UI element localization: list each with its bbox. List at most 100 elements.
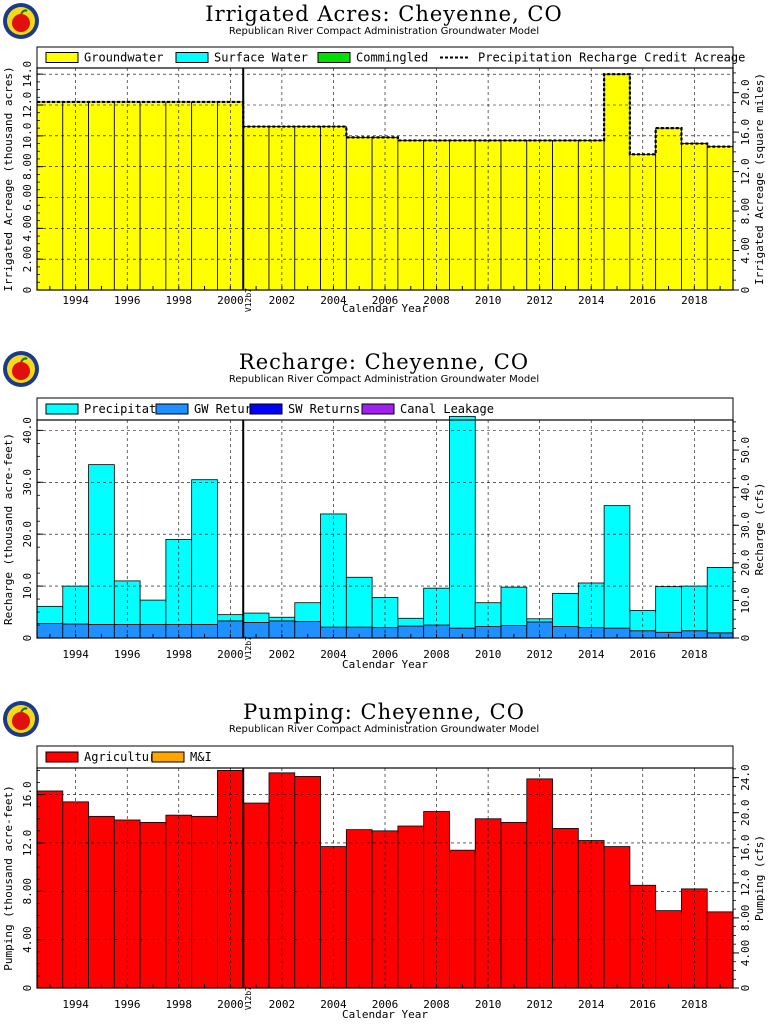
bar — [706, 567, 734, 634]
version-marker-label: V12b7 — [244, 636, 253, 660]
bar — [62, 585, 89, 625]
bar — [706, 911, 734, 989]
x-tick-label: 2014 — [578, 648, 605, 661]
bar — [629, 153, 657, 291]
y-tick-label: 20.0 — [21, 521, 34, 548]
y-tick-label: 14.0 — [21, 61, 34, 88]
irrigated-acres-panel: Irrigated Acres: Cheyenne, CO Republican… — [0, 0, 768, 342]
bar — [655, 586, 682, 633]
bar — [242, 802, 270, 989]
legend-label: GW Returns — [194, 402, 266, 416]
y2-axis-label: Recharge (cfs) — [753, 483, 766, 576]
y2-tick-label: 20.0 — [739, 799, 752, 826]
y2-tick-label: 12.0 — [739, 870, 752, 897]
bar — [345, 136, 373, 291]
legend-swatch — [45, 403, 79, 415]
x-tick-label: 1994 — [62, 998, 89, 1011]
bar — [603, 73, 631, 291]
x-tick-label: 2006 — [372, 998, 399, 1011]
x-tick-label: 2016 — [630, 648, 657, 661]
y-tick-label: 10.0 — [21, 573, 34, 600]
y-tick-label: 30.0 — [21, 469, 34, 496]
bar — [191, 815, 218, 989]
recharge-chart: Precipitation GW Returns SW Returns Canal L… — [2, 397, 766, 671]
y-axis-label: Pumping (thousand acre-feet) — [2, 785, 15, 970]
bar — [191, 479, 218, 625]
x-tick-label: 2010 — [475, 998, 502, 1011]
y-tick-label: 10.0 — [21, 123, 34, 150]
legend-label: SW Returns — [288, 402, 360, 416]
x-tick-label: 2006 — [372, 294, 399, 307]
y-axis-label: Irrigated Acreage (thousand acres) — [2, 66, 15, 291]
legend-label: Commingled — [356, 51, 428, 65]
legend-swatch — [151, 751, 185, 763]
y-tick-label: 0 — [21, 287, 34, 294]
y-tick-label: 4.00 — [21, 215, 34, 242]
x-tick-label: 2008 — [423, 998, 450, 1011]
y-tick-label: 12.0 — [21, 92, 34, 119]
bar — [36, 605, 64, 624]
legend-swatch — [361, 403, 395, 415]
x-tick-label: 2010 — [475, 294, 502, 307]
x-tick-label: 1994 — [62, 294, 89, 307]
y-axis-label: Recharge (thousand acre-feet) — [2, 433, 15, 625]
bar — [345, 576, 373, 628]
y-tick-label: 16.0 — [21, 781, 34, 808]
x-tick-label: 2014 — [578, 998, 605, 1011]
bar — [552, 140, 579, 291]
legend-label: Precipitation Recharge Credit Acreage — [478, 51, 745, 65]
apple-logo-icon — [3, 3, 39, 39]
y-tick-label: 40.0 — [21, 417, 34, 444]
bar — [36, 790, 64, 989]
legend-label: M&I — [190, 750, 212, 764]
legend-label: Surface Water — [214, 51, 308, 65]
irrigated-acres-chart: Groundwater Surface Water Commingled Precip… — [2, 46, 766, 315]
y2-tick-label: 30.0 — [739, 512, 752, 539]
bar — [294, 126, 321, 291]
bar — [706, 146, 734, 291]
bar — [552, 592, 579, 627]
bar — [681, 143, 708, 291]
x-axis-label: Calendar Year — [342, 302, 428, 315]
legend-swatch — [249, 403, 283, 415]
bar — [603, 505, 631, 629]
bar — [500, 586, 528, 626]
bar — [139, 821, 167, 989]
x-tick-label: 2002 — [269, 294, 296, 307]
x-tick-label: 2008 — [423, 294, 450, 307]
legend-swatch — [45, 751, 79, 763]
bar — [36, 101, 64, 291]
bar — [345, 829, 373, 989]
y2-tick-label: 0 — [739, 985, 752, 992]
chart-subtitle: Republican River Compact Administration … — [228, 374, 540, 385]
x-tick-label: 2004 — [320, 294, 347, 307]
x-tick-label: 1998 — [166, 998, 193, 1011]
y2-tick-label: 20.0 — [739, 79, 752, 106]
x-tick-label: 2000 — [217, 998, 244, 1011]
legend-swatch — [155, 403, 189, 415]
x-tick-label: 2016 — [630, 998, 657, 1011]
version-marker-label: V12b7 — [244, 288, 253, 312]
y2-tick-label: 50.0 — [739, 437, 752, 464]
legend-swatch — [45, 52, 79, 63]
y-tick-label: 4.00 — [21, 926, 34, 953]
x-tick-label: 2018 — [681, 648, 708, 661]
y2-tick-label: 8.00 — [739, 905, 752, 932]
bar — [552, 828, 579, 989]
x-tick-label: 1998 — [166, 294, 193, 307]
legend-swatch — [317, 52, 351, 63]
pumping-chart: Agricultural M&I 1994 1996 1998 2000 2002 2004 2… — [2, 745, 766, 1021]
bar — [88, 101, 115, 291]
legend-label: Canal Leakage — [400, 402, 494, 416]
chart-title: Irrigated Acres: Cheyenne, CO — [205, 2, 563, 26]
y2-tick-label: 8.00 — [739, 198, 752, 225]
y2-tick-label: 24.0 — [739, 764, 752, 791]
x-tick-label: 2010 — [475, 648, 502, 661]
legend-label: Groundwater — [84, 51, 163, 65]
y2-tick-label: 0 — [739, 287, 752, 294]
apple-logo-icon — [3, 351, 39, 387]
y2-tick-label: 4.00 — [739, 940, 752, 967]
x-tick-label: 2018 — [681, 294, 708, 307]
bar — [449, 415, 476, 629]
y2-tick-label: 0 — [739, 635, 752, 642]
